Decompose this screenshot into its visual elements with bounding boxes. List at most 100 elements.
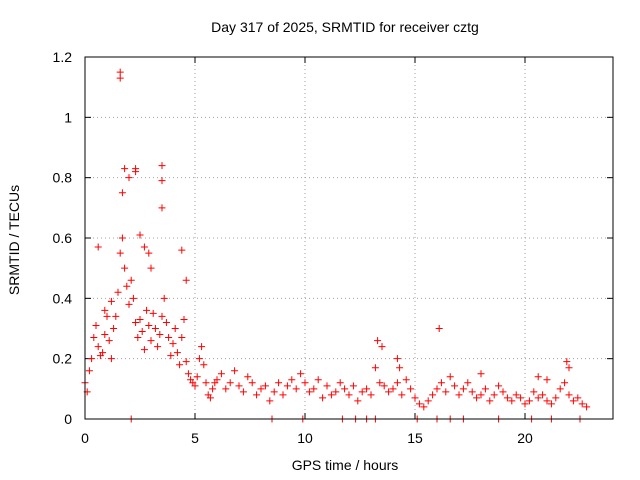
data-point — [420, 403, 428, 411]
data-point — [182, 358, 190, 366]
data-point — [424, 397, 432, 405]
data-point — [217, 370, 225, 378]
data-point — [459, 385, 467, 393]
data-point — [512, 391, 520, 399]
data-point — [473, 394, 481, 402]
data-point — [125, 174, 133, 182]
data-point — [184, 370, 192, 378]
data-point — [530, 388, 538, 396]
data-point — [354, 397, 362, 405]
data-point — [270, 388, 278, 396]
data-point — [345, 391, 353, 399]
data-point — [112, 312, 120, 320]
chart-title: Day 317 of 2025, SRMTID for receiver czt… — [211, 19, 479, 35]
data-point — [433, 385, 441, 393]
data-point — [193, 373, 201, 381]
data-point — [118, 234, 126, 242]
x-tick-label: 10 — [297, 430, 313, 446]
data-point — [182, 276, 190, 284]
data-point — [499, 388, 507, 396]
data-point — [116, 74, 124, 82]
data-point — [539, 391, 547, 399]
data-point — [178, 334, 186, 342]
data-point — [178, 246, 186, 254]
data-point — [336, 379, 344, 387]
data-point — [261, 382, 269, 390]
data-point — [132, 168, 140, 176]
data-point — [118, 189, 126, 197]
data-point — [477, 370, 485, 378]
data-point — [110, 325, 118, 332]
data-point — [310, 385, 318, 393]
data-point — [451, 382, 459, 390]
data-point — [90, 334, 98, 342]
data-point — [129, 294, 137, 302]
data-point — [145, 321, 153, 329]
data-point — [121, 264, 129, 272]
data-point — [154, 343, 162, 351]
data-point — [101, 306, 109, 314]
data-point — [257, 385, 265, 393]
data-point — [402, 376, 410, 384]
y-tick-label: 1.2 — [53, 49, 73, 65]
data-point — [437, 379, 445, 387]
y-tick-label: 1 — [64, 109, 72, 125]
data-point — [486, 397, 494, 405]
data-point — [565, 391, 573, 399]
data-point — [151, 325, 159, 332]
data-point — [398, 391, 406, 399]
data-point — [138, 328, 146, 336]
data-point — [380, 382, 388, 390]
data-point — [158, 204, 166, 212]
data-point — [226, 379, 234, 387]
data-point — [136, 231, 144, 239]
data-point — [341, 385, 349, 393]
data-point — [101, 331, 109, 339]
data-point — [171, 325, 179, 332]
data-point — [99, 349, 107, 357]
data-point — [464, 379, 472, 387]
y-tick-label: 0.4 — [53, 290, 73, 306]
data-point — [116, 249, 124, 257]
data-point — [495, 382, 503, 390]
data-point — [490, 391, 498, 399]
data-point — [556, 385, 564, 393]
data-point — [127, 276, 135, 284]
data-point — [534, 373, 542, 381]
data-point — [349, 382, 357, 390]
data-point — [244, 373, 252, 381]
data-point — [147, 337, 155, 345]
data-point — [292, 385, 300, 393]
data-point — [389, 385, 397, 393]
data-point — [92, 321, 100, 329]
data-point — [253, 391, 261, 399]
data-point — [147, 264, 155, 272]
data-point — [288, 376, 296, 384]
data-point — [583, 403, 591, 411]
data-point — [481, 385, 489, 393]
data-point — [209, 385, 217, 393]
data-point — [503, 394, 511, 402]
data-point — [517, 394, 525, 402]
data-point — [145, 249, 153, 257]
data-point — [543, 376, 551, 384]
data-point — [376, 379, 384, 387]
data-point — [231, 367, 239, 375]
y-tick-label: 0.2 — [53, 351, 73, 367]
data-point — [332, 388, 340, 396]
data-point — [358, 388, 366, 396]
data-point — [578, 400, 586, 408]
data-point — [248, 379, 256, 387]
data-point — [385, 388, 393, 396]
data-points — [81, 68, 591, 423]
data-point — [305, 388, 313, 396]
data-point — [301, 379, 309, 387]
data-point — [525, 397, 533, 405]
x-tick-label: 15 — [407, 430, 423, 446]
data-point — [314, 376, 322, 384]
data-point — [547, 400, 555, 408]
data-point — [160, 294, 168, 302]
data-point — [105, 337, 113, 345]
data-point — [195, 355, 203, 363]
data-point — [367, 391, 375, 399]
